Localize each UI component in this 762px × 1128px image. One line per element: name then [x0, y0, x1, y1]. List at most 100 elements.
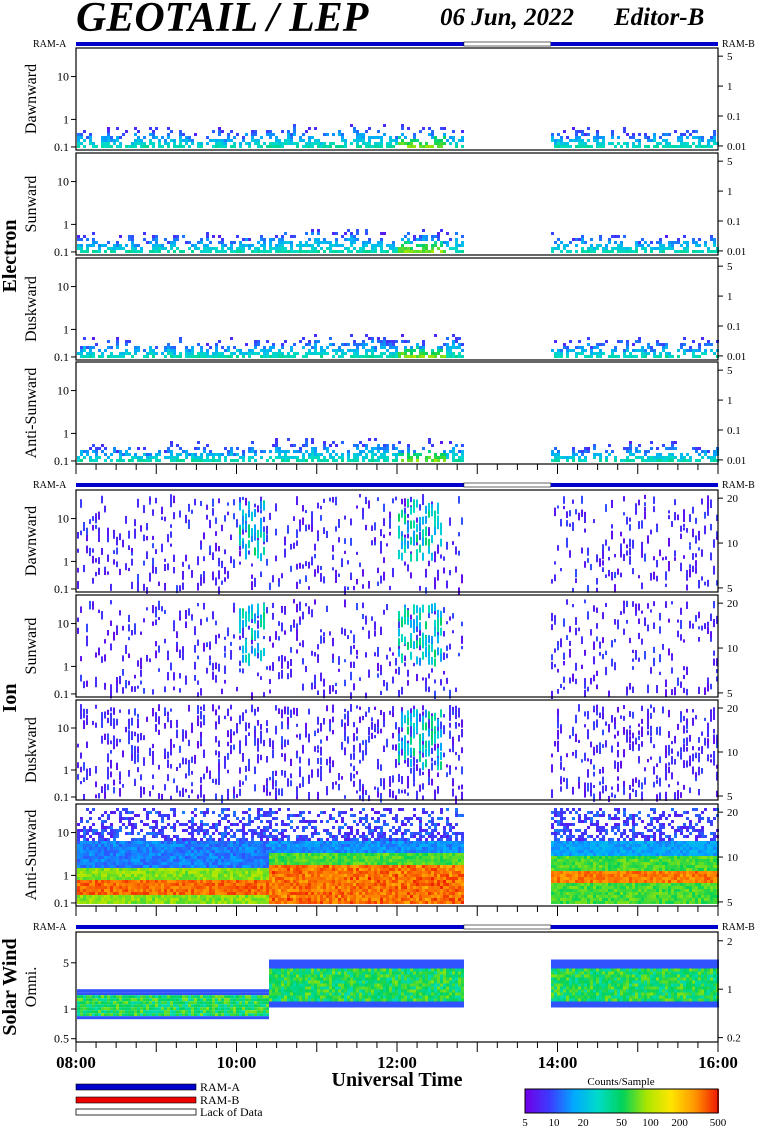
data-cell — [599, 355, 602, 358]
data-cell — [668, 247, 671, 250]
data-cell — [128, 352, 131, 355]
data-cell — [119, 610, 121, 616]
data-cell — [194, 453, 197, 456]
data-cell — [188, 355, 191, 358]
data-cell — [584, 561, 586, 568]
data-cell — [431, 737, 433, 746]
data-cell — [398, 754, 400, 763]
data-cell — [689, 759, 691, 767]
data-cell — [197, 584, 199, 588]
data-cell — [86, 527, 88, 536]
data-cell — [563, 652, 565, 660]
data-cell — [698, 447, 701, 450]
data-cell — [341, 355, 344, 358]
data-cell — [554, 340, 557, 343]
data-cell — [623, 250, 626, 253]
data-cell — [116, 145, 119, 148]
data-cell — [668, 618, 670, 623]
data-cell — [149, 747, 151, 756]
data-cell — [263, 238, 266, 241]
data-cell — [164, 722, 166, 729]
data-cell — [119, 533, 121, 541]
data-cell — [320, 346, 323, 349]
data-cell — [323, 250, 326, 253]
data-cell — [644, 355, 647, 358]
data-cell — [380, 781, 382, 787]
data-cell — [449, 352, 452, 355]
data-cell — [632, 666, 634, 670]
data-cell — [101, 139, 104, 142]
data-cell — [353, 765, 355, 772]
data-cell — [134, 686, 136, 692]
data-cell — [146, 456, 149, 459]
data-cell — [329, 145, 332, 148]
data-cell — [77, 838, 80, 841]
data-cell — [290, 139, 293, 142]
data-cell — [86, 844, 89, 847]
data-cell — [404, 759, 406, 764]
data-cell — [164, 349, 167, 352]
data-cell — [281, 241, 284, 244]
data-cell — [104, 791, 106, 799]
data-cell — [260, 235, 263, 238]
data-cell — [551, 453, 554, 456]
data-cell — [614, 553, 616, 558]
data-cell — [689, 620, 691, 629]
data-cell — [158, 145, 161, 148]
data-cell — [443, 250, 446, 253]
data-cell — [242, 496, 244, 500]
data-cell — [389, 142, 392, 145]
data-cell — [611, 142, 614, 145]
data-cell — [290, 773, 292, 779]
data-cell — [248, 501, 250, 510]
data-cell — [92, 865, 95, 868]
data-cell — [362, 247, 365, 250]
data-cell — [350, 334, 353, 337]
data-cell — [617, 250, 620, 253]
data-cell — [344, 232, 347, 235]
data-cell — [275, 528, 277, 536]
data-cell — [656, 343, 659, 346]
data-cell — [668, 241, 671, 244]
data-cell — [371, 459, 374, 462]
data-cell — [296, 723, 298, 727]
data-cell — [80, 244, 83, 247]
data-cell — [656, 453, 659, 456]
data-cell — [209, 453, 212, 456]
data-cell — [176, 238, 179, 241]
data-cell — [308, 238, 311, 241]
data-cell — [242, 352, 245, 355]
data-cell — [458, 754, 460, 761]
data-cell — [410, 145, 413, 148]
data-cell — [230, 450, 233, 453]
data-cell — [185, 677, 187, 685]
data-cell — [326, 530, 328, 538]
data-cell — [428, 644, 430, 653]
panel-ion-dawnward — [71, 489, 723, 596]
data-cell — [458, 346, 461, 349]
data-cell — [191, 456, 194, 459]
data-cell — [266, 756, 268, 763]
data-cell — [134, 532, 136, 539]
data-cell — [431, 355, 434, 358]
data-cell — [134, 247, 137, 250]
data-cell — [557, 349, 560, 352]
data-cell — [659, 142, 662, 145]
data-cell — [632, 142, 635, 145]
data-cell — [221, 244, 224, 247]
data-cell — [443, 670, 445, 675]
data-cell — [320, 739, 322, 744]
data-cell — [458, 652, 460, 657]
data-cell — [350, 244, 353, 247]
right-tick-label: 0.1 — [727, 216, 741, 228]
data-cell — [287, 739, 289, 745]
data-cell — [410, 713, 412, 722]
data-cell — [638, 444, 641, 447]
data-cell — [422, 783, 424, 790]
data-cell — [626, 600, 628, 608]
data-cell — [167, 133, 170, 136]
data-cell — [614, 760, 616, 769]
data-cell — [221, 130, 224, 133]
data-cell — [191, 244, 194, 247]
data-cell — [224, 665, 226, 674]
